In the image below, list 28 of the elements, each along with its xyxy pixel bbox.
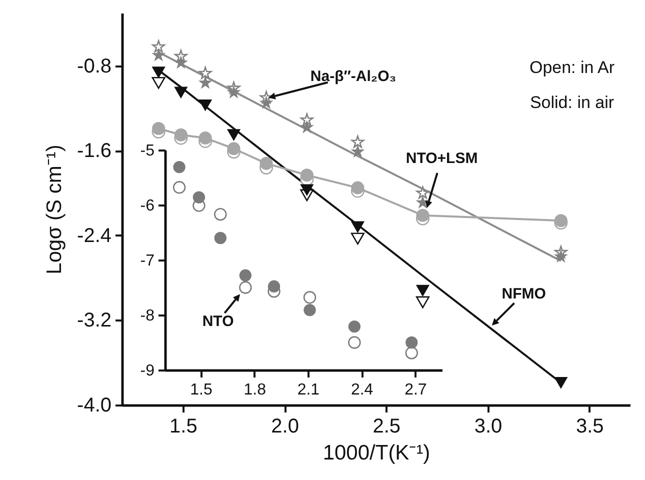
- y-tick-label: -8: [140, 308, 155, 324]
- y-tick-label: -6: [140, 198, 155, 214]
- x-tick-label: 1.5: [190, 382, 212, 398]
- annotation: Solid: in air: [530, 93, 614, 112]
- y-tick-label: -4.0: [77, 394, 112, 416]
- annotation: NFMO: [502, 286, 546, 303]
- y-tick-label: -0.8: [77, 55, 112, 78]
- annotation: NTO: [202, 313, 234, 330]
- y-tick-label: -9: [140, 362, 155, 380]
- y-tick-label: -1.6: [77, 140, 112, 162]
- y-tick-label: -2.4: [77, 224, 112, 247]
- x-tick-label: 2.4: [350, 382, 374, 398]
- y-axis-title: Logσ (S cm⁻¹): [43, 144, 66, 274]
- annotation: Open: in Ar: [529, 58, 615, 77]
- y-tick-label: -7: [140, 252, 155, 270]
- y-tick-label: -5: [140, 142, 155, 160]
- x-tick-label: 2.7: [404, 382, 427, 398]
- x-tick-label: 2.0: [271, 416, 299, 438]
- annotation: Na-β″-Al₂O₃: [310, 68, 396, 85]
- x-tick-label: 1.8: [244, 382, 266, 398]
- x-tick-label: 2.5: [372, 416, 401, 438]
- annotation: NTO+LSM: [406, 150, 478, 167]
- y-tick-label: -3.2: [77, 310, 112, 332]
- x-tick-label: 1.5: [170, 416, 198, 438]
- x-tick-label: 3.0: [474, 416, 502, 438]
- x-axis-title: 1000/T(K⁻¹): [322, 442, 430, 464]
- x-tick-label: 2.1: [297, 382, 320, 398]
- x-tick-label: 3.5: [576, 416, 604, 438]
